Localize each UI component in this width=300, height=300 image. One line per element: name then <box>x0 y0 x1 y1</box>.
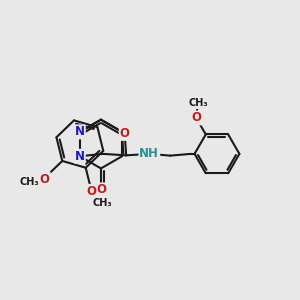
Text: N: N <box>75 125 85 138</box>
Text: O: O <box>191 112 201 124</box>
Text: CH₃: CH₃ <box>92 197 112 208</box>
Text: NH: NH <box>140 147 159 161</box>
Text: N: N <box>75 150 85 163</box>
Text: O: O <box>120 127 130 140</box>
Text: O: O <box>96 183 106 196</box>
Text: O: O <box>87 185 97 198</box>
Text: CH₃: CH₃ <box>20 177 40 187</box>
Text: CH₃: CH₃ <box>188 98 208 108</box>
Text: O: O <box>40 172 50 185</box>
